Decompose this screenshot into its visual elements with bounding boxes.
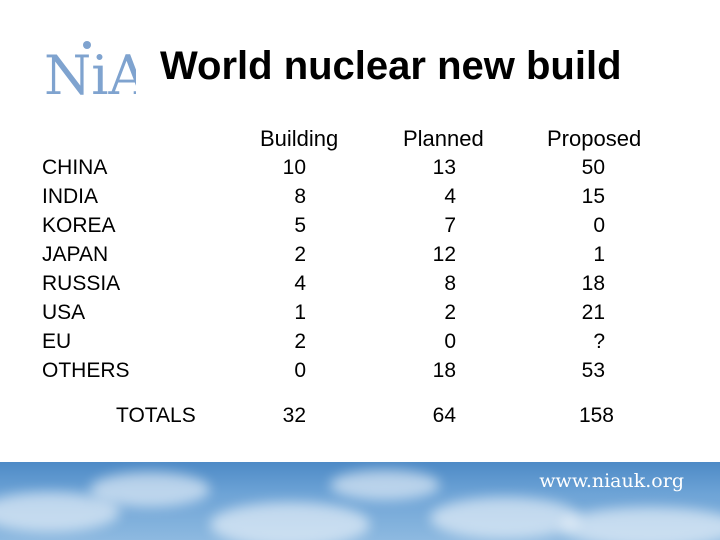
planned-value: 7 (444, 214, 456, 237)
total-proposed: 158 (578, 404, 614, 427)
building-value: 8 (294, 185, 306, 208)
logo-text: NiA (44, 44, 136, 100)
row-label: CHINA (42, 156, 108, 179)
planned-value: 18 (432, 359, 456, 382)
total-building: 32 (282, 404, 306, 427)
planned-value: 0 (444, 330, 456, 353)
nia-logo-mark: NiA (44, 41, 149, 107)
planned-value: 8 (444, 272, 456, 295)
sky-footer-image (0, 462, 720, 540)
planned-value: 2 (444, 301, 456, 324)
slide-title: World nuclear new build (160, 44, 622, 88)
building-value: 2 (294, 330, 306, 353)
building-value: 2 (294, 243, 306, 266)
building-value: 5 (294, 214, 306, 237)
proposed-value: 0 (593, 214, 605, 237)
planned-value: 12 (432, 243, 456, 266)
row-label: KOREA (42, 214, 116, 237)
row-label: JAPAN (42, 243, 109, 266)
row-label: USA (42, 301, 86, 324)
proposed-value: 1 (593, 243, 605, 266)
building-value: 10 (282, 156, 306, 179)
proposed-value: 18 (581, 272, 605, 295)
footer-url: www.niauk.org (539, 470, 684, 492)
column-header-planned: Planned (403, 126, 484, 151)
building-value: 4 (294, 272, 306, 295)
proposed-value: ? (593, 330, 605, 353)
proposed-value: 15 (581, 185, 605, 208)
column-header-building: Building (260, 126, 339, 151)
building-value: 0 (294, 359, 306, 382)
proposed-value: 50 (581, 156, 605, 179)
planned-value: 13 (432, 156, 456, 179)
planned-value: 4 (444, 185, 456, 208)
row-label: EU (42, 330, 72, 353)
totals-label: TOTALS (116, 404, 196, 427)
column-header-proposed: Proposed (547, 126, 642, 151)
total-planned: 64 (432, 404, 456, 427)
building-value: 1 (294, 301, 306, 324)
row-label: RUSSIA (42, 272, 121, 295)
row-label: INDIA (42, 185, 99, 208)
proposed-value: 21 (581, 301, 605, 324)
row-label: OTHERS (42, 359, 130, 382)
proposed-value: 53 (581, 359, 605, 382)
nia-logo: NiA (44, 40, 149, 107)
